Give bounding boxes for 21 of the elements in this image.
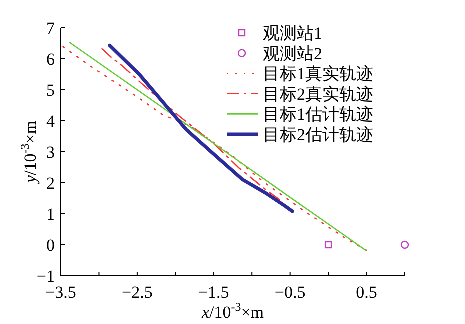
y-tick-label: 2 xyxy=(46,174,55,193)
y-tick-label: 3 xyxy=(46,143,55,162)
y-tick-label: 5 xyxy=(46,81,55,100)
y-tick-label: 6 xyxy=(46,50,55,69)
y-tick-label: 4 xyxy=(46,112,56,131)
x-tick-label: −2.5 xyxy=(122,283,153,302)
x-tick-label: −0.5 xyxy=(274,283,306,302)
legend-label: 目标1估计轨迹 xyxy=(263,105,374,124)
x-tick-label: −3.5 xyxy=(46,283,76,302)
y-tick-label: 1 xyxy=(46,205,55,224)
x-tick-label: 0.5 xyxy=(356,283,378,302)
legend-label: 目标2估计轨迹 xyxy=(263,126,374,144)
y-tick-label: −1 xyxy=(36,267,55,286)
x-tick-label: −1.5 xyxy=(198,283,230,302)
legend-label: 观测站2 xyxy=(263,44,322,64)
legend-label: 目标2真实轨迹 xyxy=(263,84,374,104)
x-axis-title: x/10$^{-3}$×m xyxy=(201,300,264,322)
legend-label: 观测站1 xyxy=(263,24,322,43)
y-tick-label: 7 xyxy=(46,19,56,38)
legend-label: 目标1真实轨迹 xyxy=(263,64,374,84)
y-tick-label: 0 xyxy=(46,236,55,255)
